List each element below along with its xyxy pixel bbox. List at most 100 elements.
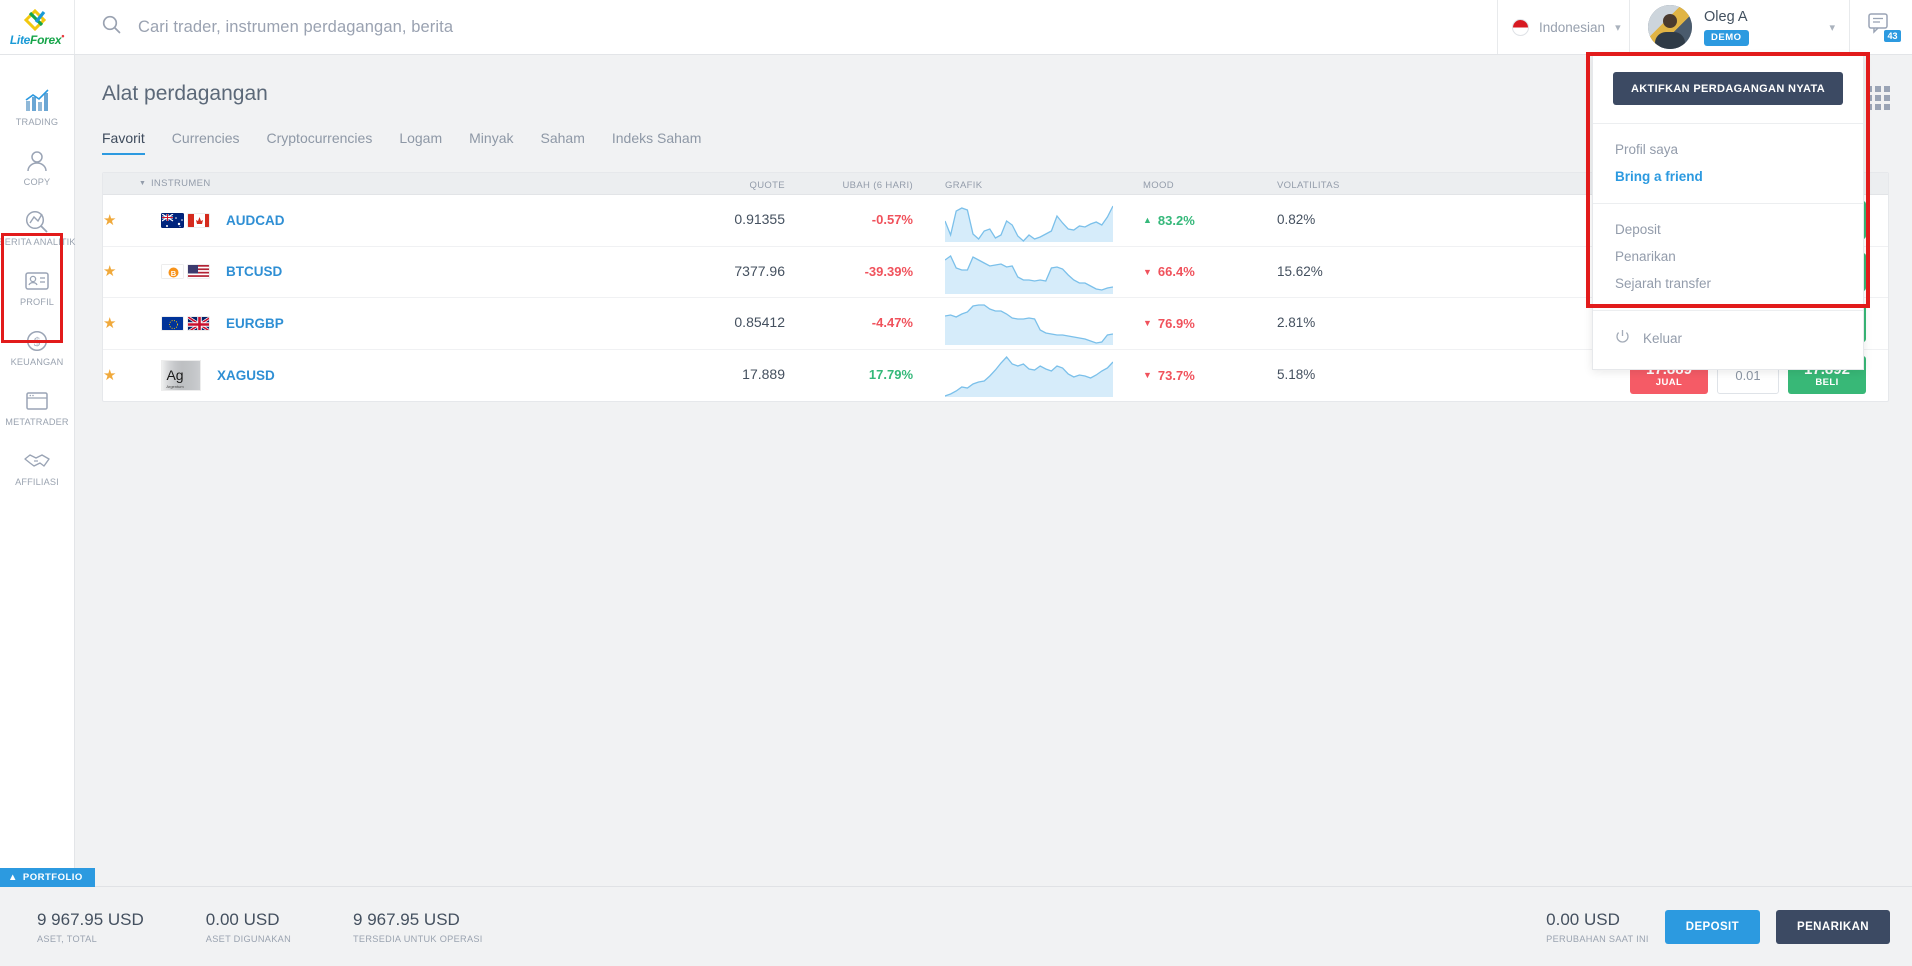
stat-label: PERUBAHAN SAAT INI (1546, 934, 1649, 944)
user-name: Oleg A (1704, 9, 1748, 26)
dollar-circle-icon: $ (24, 327, 50, 353)
user-account-dropdown: AKTIFKAN PERDAGANGAN NYATA Profil saya B… (1592, 55, 1864, 370)
instrument-symbol[interactable]: BTCUSD (226, 264, 283, 280)
arrow-down-icon: ▼ (1143, 318, 1152, 329)
favorite-star-icon[interactable]: ★ (103, 263, 117, 281)
sidebar-item-label: AFFILIASI (15, 477, 59, 487)
instrument-change: -0.57% (871, 212, 913, 228)
stat-value: 9 967.95 USD (37, 910, 144, 929)
silver-ag-icon: Ag Argentum (161, 359, 201, 391)
sidebar-item-affiliasi[interactable]: AFFILIASI (0, 437, 74, 497)
chevron-down-icon: ▾ (1615, 21, 1621, 34)
language-label: Indonesian (1539, 19, 1606, 35)
search-input[interactable]: Cari trader, instrumen perdagangan, beri… (138, 17, 454, 36)
sidebar-item-keuangan[interactable]: $ KEUANGAN (0, 317, 74, 377)
tab-cryptocurrencies[interactable]: Cryptocurrencies (266, 130, 373, 146)
chevron-up-icon: ▲ (8, 872, 18, 883)
menu-item-profil-saya[interactable]: Profil saya (1615, 142, 1679, 157)
search-icon (102, 15, 121, 39)
menu-group-profile: Profil saya Bring a friend (1593, 123, 1863, 203)
grid-view-icon[interactable] (1866, 86, 1890, 110)
instrument-change: 17.79% (868, 367, 913, 383)
menu-group-finance: Deposit Penarikan Sejarah transfer (1593, 203, 1863, 310)
left-sidebar: TRADING COPY BERITA ANALITIK (0, 55, 75, 886)
flag-eu-icon (161, 315, 184, 331)
chevron-down-icon: ▾ (1829, 21, 1835, 34)
instrument-symbol[interactable]: AUDCAD (226, 212, 285, 228)
column-header-quote[interactable]: QUOTE (749, 179, 785, 191)
user-account-menu-trigger[interactable]: Oleg A DEMO ▾ (1630, 0, 1850, 54)
deposit-button[interactable]: DEPOSIT (1664, 910, 1761, 944)
column-header-mood[interactable]: MOOD (1143, 179, 1174, 191)
activate-real-trading-button[interactable]: AKTIFKAN PERDAGANGAN NYATA (1613, 72, 1843, 105)
sidebar-item-label: KEUANGAN (10, 357, 64, 367)
sidebar-item-label: COPY (23, 177, 51, 187)
instrument-flags: B (161, 264, 210, 280)
language-selector[interactable]: Indonesian ▾ (1498, 0, 1630, 54)
tab-minyak[interactable]: Minyak (469, 130, 514, 146)
tab-indeks-saham[interactable]: Indeks Saham (611, 130, 702, 146)
column-header-change[interactable]: UBAH (6 HARI) (842, 179, 913, 191)
column-header-instrument[interactable]: INSTRUMEN (150, 178, 211, 189)
svg-text:$: $ (34, 334, 41, 349)
sparkline-chart (945, 254, 1113, 294)
instrument-flags: Ag Argentum (161, 359, 201, 391)
stat-label: TERSEDIA UNTUK OPERASI (353, 934, 483, 944)
chat-icon (1868, 12, 1894, 42)
menu-item-penarikan[interactable]: Penarikan (1615, 249, 1676, 264)
stat-value: 0.00 USD (205, 910, 280, 929)
sidebar-item-label: METATRADER (5, 417, 69, 427)
sort-descending-icon[interactable]: ▼ (139, 180, 146, 187)
chat-button[interactable]: 43 (1850, 0, 1912, 54)
sidebar-item-berita-analitik[interactable]: BERITA ANALITIK (0, 197, 75, 257)
table-row[interactable]: ★ Ag Argentum XAGUSD 17.889 17.79% (103, 345, 1888, 402)
instrument-symbol[interactable]: EURGBP (226, 315, 284, 331)
sidebar-item-copy[interactable]: COPY (0, 137, 74, 197)
window-icon (24, 387, 50, 413)
top-header: LiteForex• Cari trader, instrumen perdag… (0, 0, 1912, 55)
sidebar-item-trading[interactable]: TRADING (0, 77, 74, 137)
sidebar-item-profil[interactable]: PROFIL (0, 257, 74, 317)
favorite-star-icon[interactable]: ★ (103, 211, 117, 229)
portfolio-toggle[interactable]: ▲ PORTFOLIO (0, 868, 95, 887)
stat-value: 9 967.95 USD (353, 910, 460, 929)
arrow-up-icon: ▲ (1143, 215, 1152, 226)
power-icon (1615, 329, 1630, 347)
stat-current-change: 0.00 USD PERUBAHAN SAAT INI (1546, 910, 1649, 944)
chart-bars-icon (24, 87, 50, 113)
logo-lite-text: Lite (9, 32, 31, 47)
tab-currencies[interactable]: Currencies (171, 130, 240, 146)
flag-ca-icon (187, 212, 210, 228)
instrument-mood: ▼ 66.4% (1143, 264, 1195, 280)
tab-logam[interactable]: Logam (399, 130, 443, 146)
logo-dot: • (61, 30, 65, 41)
tab-saham[interactable]: Saham (540, 130, 585, 146)
brand-logo[interactable]: LiteForex• (0, 0, 75, 54)
column-header-volatility[interactable]: VOLATILITAS (1277, 179, 1340, 191)
menu-item-bring-a-friend[interactable]: Bring a friend (1615, 169, 1703, 184)
sidebar-item-metatrader[interactable]: METATRADER (0, 377, 74, 437)
instrument-quote: 0.85412 (734, 314, 785, 331)
instrument-flags (161, 212, 210, 228)
menu-item-keluar[interactable]: Keluar (1593, 323, 1863, 353)
table-header-row: ▼ INSTRUMEN QUOTE UBAH (6 HARI) GRAFIK M… (103, 173, 1888, 195)
profile-card-icon (24, 267, 50, 293)
instrument-symbol[interactable]: XAGUSD (217, 367, 275, 383)
tab-favorit[interactable]: Favorit (102, 130, 145, 155)
sidebar-item-label: PROFIL (19, 297, 55, 307)
instrument-mood: ▼ 76.9% (1143, 315, 1195, 331)
withdraw-button[interactable]: PENARIKAN (1776, 910, 1890, 944)
sparkline-chart (945, 205, 1113, 243)
instrument-volatility: 2.81% (1277, 315, 1316, 331)
favorite-star-icon[interactable]: ★ (103, 314, 117, 332)
favorite-star-icon[interactable]: ★ (103, 366, 117, 384)
logo-forex-text: Forex (30, 32, 62, 47)
search-bar[interactable]: Cari trader, instrumen perdagangan, beri… (75, 0, 1498, 54)
instrument-volatility: 0.82% (1277, 212, 1316, 228)
arrow-down-icon: ▼ (1143, 266, 1152, 277)
flag-au-icon (161, 212, 184, 228)
menu-item-sejarah-transfer[interactable]: Sejarah transfer (1615, 276, 1712, 291)
stat-total-assets: 9 967.95 USD ASET, TOTAL (37, 910, 144, 944)
menu-item-deposit[interactable]: Deposit (1615, 222, 1661, 237)
